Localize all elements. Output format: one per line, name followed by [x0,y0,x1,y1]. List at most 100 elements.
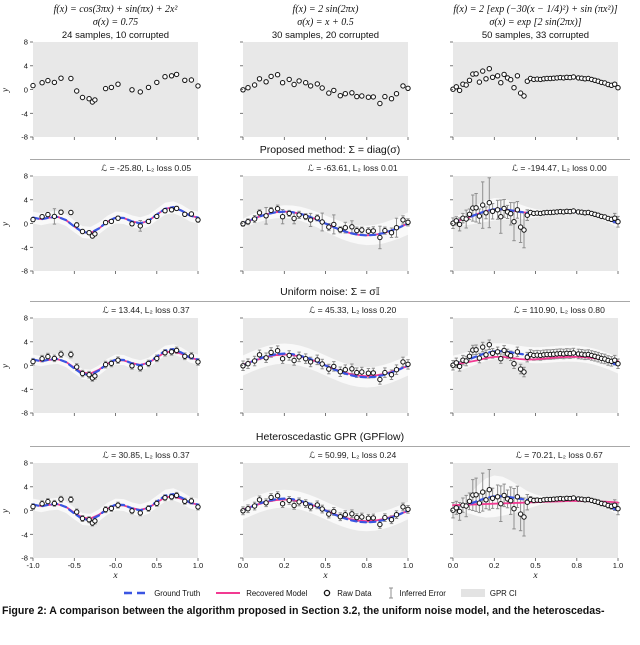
plot-panel-raw-col1 [30,42,201,141]
figure-2: f(x) = cos(3πx) + sin(πx) + 2x² σ(x) = 0… [0,0,640,618]
figure-caption: Figure 2: A comparison between the algor… [2,605,605,618]
x-tick-label: 0.0 [447,561,459,571]
y-tick-label: -8 [21,132,28,142]
x-tick-label: 0.2 [488,561,500,571]
y-tick-label: -4 [21,385,28,395]
x-tick-labels-col3: 0.0 0.2 0.5 0.8 1.0 [448,561,624,571]
plot-panel-raw-col3 [450,42,621,141]
y-tick-label: -4 [21,530,28,540]
x-tick-label: -0.5 [67,561,81,571]
panel-title-uniform-col1: ℒ = 13.44, L₂ loss 0.37 [102,305,190,316]
f-formula-3: f(x) = 2 [exp (−30(x − 1/4)²) + sin (πx²… [453,4,618,15]
plot-row-gpr: y 8 4 0 -4 -8 [0,459,640,563]
x-tick-labels-col2: 0.0 0.2 0.5 0.8 1.0 [238,561,414,571]
y-tick-labels: 8 4 0 -4 -8 [12,314,33,418]
x-tick-label: 0.2 [278,561,290,571]
column-header-3: f(x) = 2 [exp (−30(x − 1/4)²) + sin (πx²… [453,4,618,42]
x-axis-label: x [533,571,538,582]
y-tick-label: 8 [23,458,28,468]
y-tick-labels: 8 4 0 -4 -8 [12,459,33,563]
sigma-formula-2: σ(x) = x + 0.5 [297,16,354,28]
x-tick-label: 0.5 [151,561,163,571]
y-tick-label: 0 [23,361,28,371]
x-tick-label: 0.5 [530,561,541,571]
y-tick-labels: 8 4 0 -4 -8 [12,172,33,276]
plot-panel-proposed-col3 [450,176,621,275]
y-tick-label: -4 [21,109,28,119]
section-title-proposed-method: Proposed method: Σ = diag(σ) [30,144,630,161]
panel-title-gpr-col3: ℒ = 70.21, L₂ loss 0.67 [515,450,603,461]
plot-panel-proposed-col2 [240,176,411,275]
legend-label: Inferred Error [399,588,446,598]
legend-label: Ground Truth [154,588,201,598]
sigma-formula-3: σ(x) = exp [2 sin(2πx)] [489,16,582,28]
y-tick-label: -8 [21,408,28,418]
samples-label-3: 50 samples, 33 corrupted [481,29,590,41]
panel-title-proposed-col1: ℒ = -25.80, L₂ loss 0.05 [101,163,192,174]
ground-truth-dashed-line-icon [124,592,149,595]
legend-item-inferred-error: Inferred Error [387,587,446,599]
f-formula-1: f(x) = cos(3πx) + sin(πx) + 2x² [53,4,178,15]
x-tick-label: -1.0 [26,561,40,571]
legend-item-ground-truth: Ground Truth [123,589,200,598]
column-headers: f(x) = cos(3πx) + sin(πx) + 2x² σ(x) = 0… [0,0,640,42]
y-tick-label: 0 [23,219,28,229]
legend-item-raw-data: Raw Data [322,588,372,598]
y-tick-label: 8 [23,171,28,181]
column-header-2: f(x) = 2 sin(2πx) σ(x) = x + 0.5 30 samp… [243,4,408,42]
section-title-uniform-noise: Uniform noise: Σ = σ𝕀 [30,286,630,303]
plot-panel-uniform-col3 [450,318,621,417]
x-tick-label: 1.0 [612,561,624,571]
plot-row-proposed-method: y 8 4 0 -4 -8 [0,172,640,276]
y-tick-label: 0 [23,85,28,95]
plot-panel-gpr-col1 [30,463,201,562]
y-tick-label: -8 [21,553,28,563]
y-tick-label: 8 [23,37,28,47]
x-tick-label: 1.0 [402,561,414,571]
y-tick-label: 4 [23,482,28,492]
x-axis-label: x [323,571,328,582]
y-axis-label: y [1,508,11,514]
column-header-1: f(x) = cos(3πx) + sin(πx) + 2x² σ(x) = 0… [33,4,198,42]
samples-label-1: 24 samples, 10 corrupted [61,29,170,41]
plot-row-raw-data: y 8 4 0 -4 -8 [0,38,640,142]
legend-item-recovered-model: Recovered Model [215,589,307,598]
legend: Ground Truth Recovered Model Raw Data In… [0,587,640,599]
raw-data-point-icon [324,590,331,597]
y-tick-label: 4 [23,337,28,347]
f-formula-2: f(x) = 2 sin(2πx) [292,4,359,15]
x-axis-label: x [113,571,118,582]
x-tick-label: -0.0 [108,561,123,571]
panel-title-proposed-col2: ℒ = -63.61, L₂ loss 0.01 [307,163,398,174]
section-title-heteroscedastic-gpr: Heteroscedastic GPR (GPFlow) [30,431,630,448]
gpr-ci-band-icon [460,589,485,598]
x-tick-labels-col1: -1.0 -0.5 -0.0 0.5 1.0 [26,561,203,571]
plot-row-uniform-noise: y 8 4 0 -4 -8 [0,314,640,418]
x-tick-label: 0.8 [571,561,583,571]
y-tick-label: 4 [23,195,28,205]
panel-title-proposed-col3: ℒ = -194.47, L₂ loss 0.00 [511,163,607,174]
inferred-error-bar-icon [388,587,393,599]
x-tick-label: 0.0 [237,561,249,571]
plot-panel-gpr-col2 [240,463,411,562]
y-axis-label: y [1,87,11,93]
plot-panel-raw-col2 [240,42,411,141]
panel-title-uniform-col2: ℒ = 45.33, L₂ loss 0.20 [309,305,397,316]
y-tick-label: -4 [21,243,28,253]
plot-panel-proposed-col1 [30,176,201,275]
plot-panel-gpr-col3 [450,463,621,562]
legend-label: Recovered Model [246,588,308,598]
y-tick-label: -8 [21,266,28,276]
legend-label: GPR CI [489,588,517,598]
plot-panel-uniform-col2 [240,318,411,417]
panel-title-gpr-col1: ℒ = 30.85, L₂ loss 0.37 [102,450,190,461]
recovered-model-line-icon [216,592,241,595]
y-axis-label: y [1,363,11,369]
x-tick-label: 0.8 [361,561,373,571]
samples-label-2: 30 samples, 20 corrupted [271,29,380,41]
panel-title-gpr-col2: ℒ = 50.99, L₂ loss 0.24 [309,450,397,461]
sigma-formula-1: σ(x) = 0.75 [92,16,139,28]
legend-label: Raw Data [337,588,372,598]
legend-item-gpr-ci: GPR CI [460,588,517,598]
y-tick-label: 8 [23,313,28,323]
